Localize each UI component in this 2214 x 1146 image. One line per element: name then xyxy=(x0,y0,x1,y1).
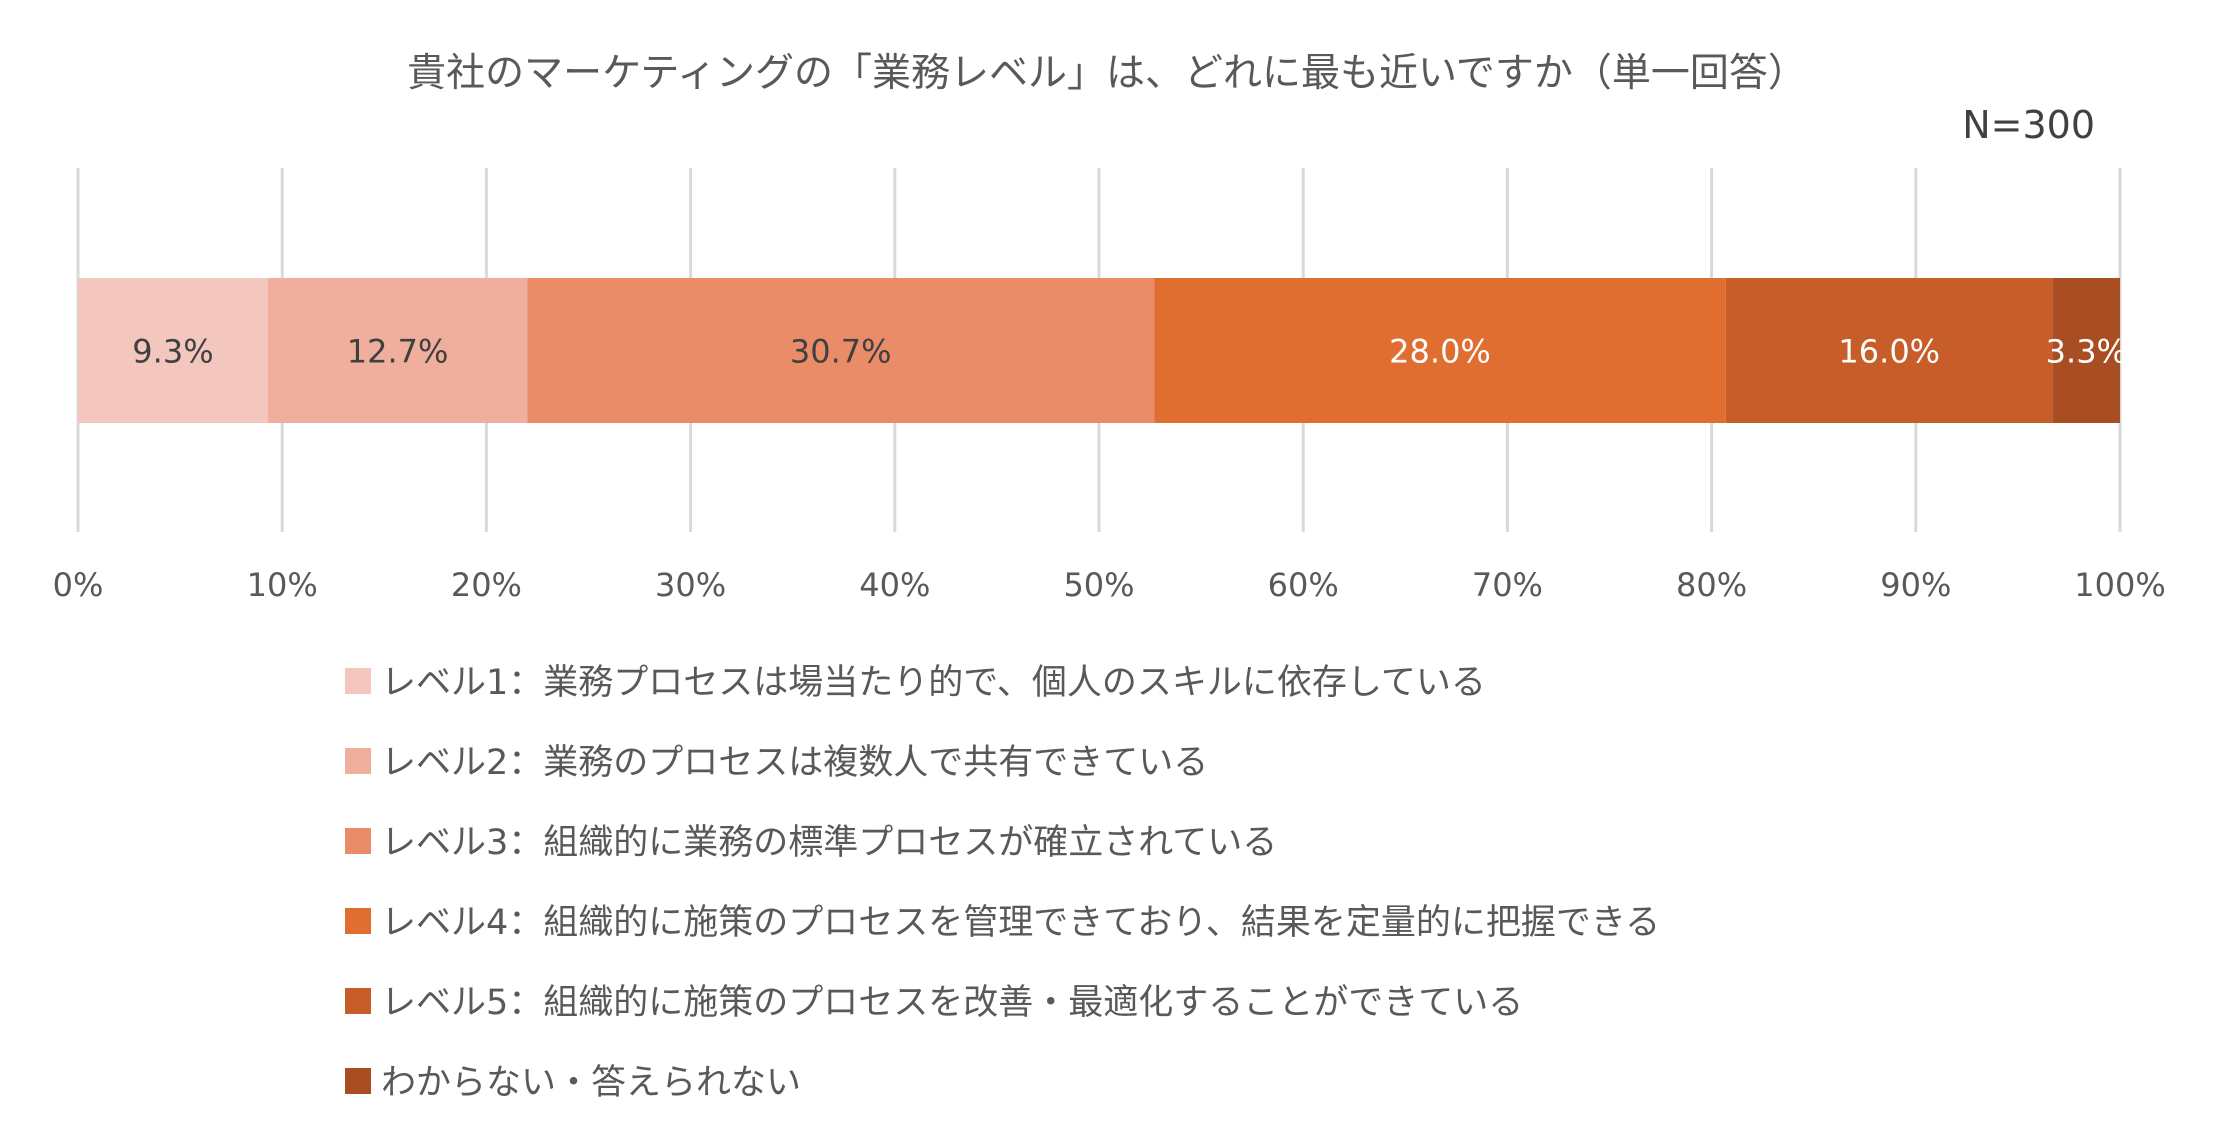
legend-label: レベル4：組織的に施策のプロセスを管理できており、結果を定量的に把握できる xyxy=(381,903,1660,943)
legend-swatch xyxy=(345,828,371,854)
x-tick-label: 30% xyxy=(655,566,726,604)
legend-label: レベル5：組織的に施策のプロセスを改善・最適化することができている xyxy=(381,983,1523,1023)
x-axis-tick-labels: 0% 10% 20% 30% 40% 50% 60% 70% 80% 90% 100% xyxy=(53,566,2166,604)
x-tick-label: 70% xyxy=(1472,566,1543,604)
bar-segments xyxy=(78,278,2120,423)
x-tick-label: 50% xyxy=(1063,566,1134,604)
bar-segment xyxy=(1725,278,2053,423)
legend-swatch xyxy=(345,1068,371,1094)
data-label: 16.0% xyxy=(1838,333,1940,371)
chart-title: 貴社のマーケティングの「業務レベル」は、どれに最も近いですか（単一回答） xyxy=(407,51,1807,96)
legend-swatch xyxy=(345,988,371,1014)
bar-segment xyxy=(527,278,1155,423)
x-tick-label: 80% xyxy=(1676,566,1747,604)
data-label: 12.7% xyxy=(347,333,449,371)
data-labels: 9.3% 12.7% 30.7% 28.0% 16.0% 3.3% xyxy=(132,333,2127,371)
bar-segment xyxy=(267,278,528,423)
bar-segment xyxy=(78,278,268,423)
x-tick-label: 10% xyxy=(247,566,318,604)
legend-swatch xyxy=(345,668,371,694)
data-label: 3.3% xyxy=(2046,333,2127,371)
legend-label: レベル3：組織的に業務の標準プロセスが確立されている xyxy=(381,823,1277,863)
data-label: 9.3% xyxy=(132,333,213,371)
x-tick-label: 40% xyxy=(859,566,930,604)
x-tick-label: 0% xyxy=(53,566,104,604)
bar-segment xyxy=(1154,278,1726,423)
x-tick-label: 20% xyxy=(451,566,522,604)
x-tick-label: 60% xyxy=(1268,566,1339,604)
legend-label: レベル1：業務プロセスは場当たり的で、個人のスキルに依存している xyxy=(381,663,1486,703)
data-label: 30.7% xyxy=(790,333,892,371)
data-label: 28.0% xyxy=(1389,333,1491,371)
sample-size-label: N=300 xyxy=(1962,103,2095,147)
legend-label: レベル2：業務のプロセスは複数人で共有できている xyxy=(381,743,1208,783)
legend: レベル1：業務プロセスは場当たり的で、個人のスキルに依存しているレベル2：業務の… xyxy=(345,663,1660,1103)
x-tick-label: 90% xyxy=(1880,566,1951,604)
legend-swatch xyxy=(345,908,371,934)
legend-label: わからない・答えられない xyxy=(381,1063,801,1103)
x-tick-label: 100% xyxy=(2074,566,2165,604)
legend-swatch xyxy=(345,748,371,774)
bar-segment xyxy=(2052,278,2120,423)
